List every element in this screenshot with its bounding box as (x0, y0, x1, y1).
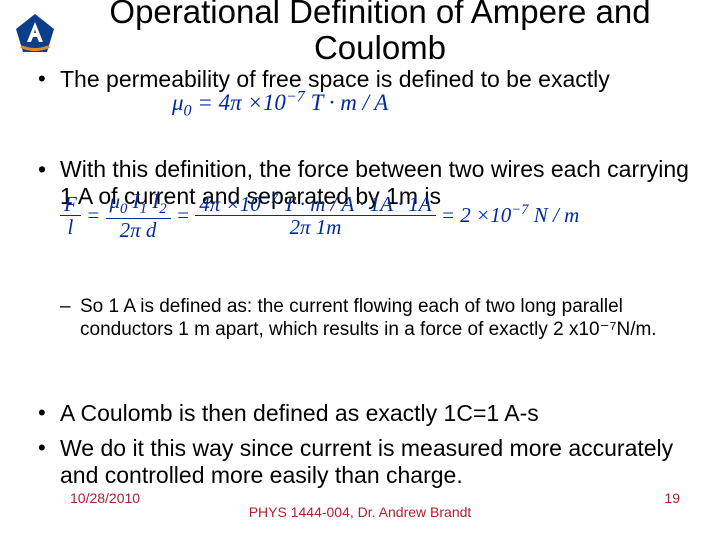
slide: { "title": "Operational Definition of Am… (0, 0, 720, 540)
eq-mu0-text: μ0 = 4π ×10−7 T · m / A (172, 90, 388, 115)
footer-course: PHYS 1444-004, Dr. Andrew Brandt (0, 505, 720, 520)
frac-numeric: 4π ×10−7 T · m / A · 1A · 1A 2π 1m (195, 192, 435, 238)
bullet-rationale: We do it this way since current is measu… (30, 435, 690, 489)
slide-title: Operational Definition of Ampere and Cou… (60, 0, 700, 67)
frac-mu-2pi-d: μ0 I1 I2 2π d (106, 190, 171, 241)
footer-date: 10/28/2010 (70, 490, 140, 506)
eq-rhs: = 2 ×10−7 N / m (441, 202, 579, 228)
bullet-coulomb-def: A Coulomb is then defined as exactly 1C=… (30, 400, 690, 427)
uta-logo (14, 12, 56, 54)
footer-page-number: 19 (664, 490, 680, 506)
equation-force: F l = μ0 I1 I2 2π d = 4π ×10−7 T · m / A… (60, 190, 690, 241)
lower-bullets: A Coulomb is then defined as exactly 1C=… (30, 400, 690, 497)
frac-F-l: F l (60, 193, 81, 238)
equals-1: = (86, 203, 100, 228)
equation-mu0: μ0 = 4π ×10−7 T · m / A (172, 88, 388, 120)
equals-2: = (176, 203, 190, 228)
sub-bullet-ampere-def: So 1 A is defined as: the current flowin… (30, 296, 690, 341)
sub-bullet-block: So 1 A is defined as: the current flowin… (30, 292, 690, 345)
